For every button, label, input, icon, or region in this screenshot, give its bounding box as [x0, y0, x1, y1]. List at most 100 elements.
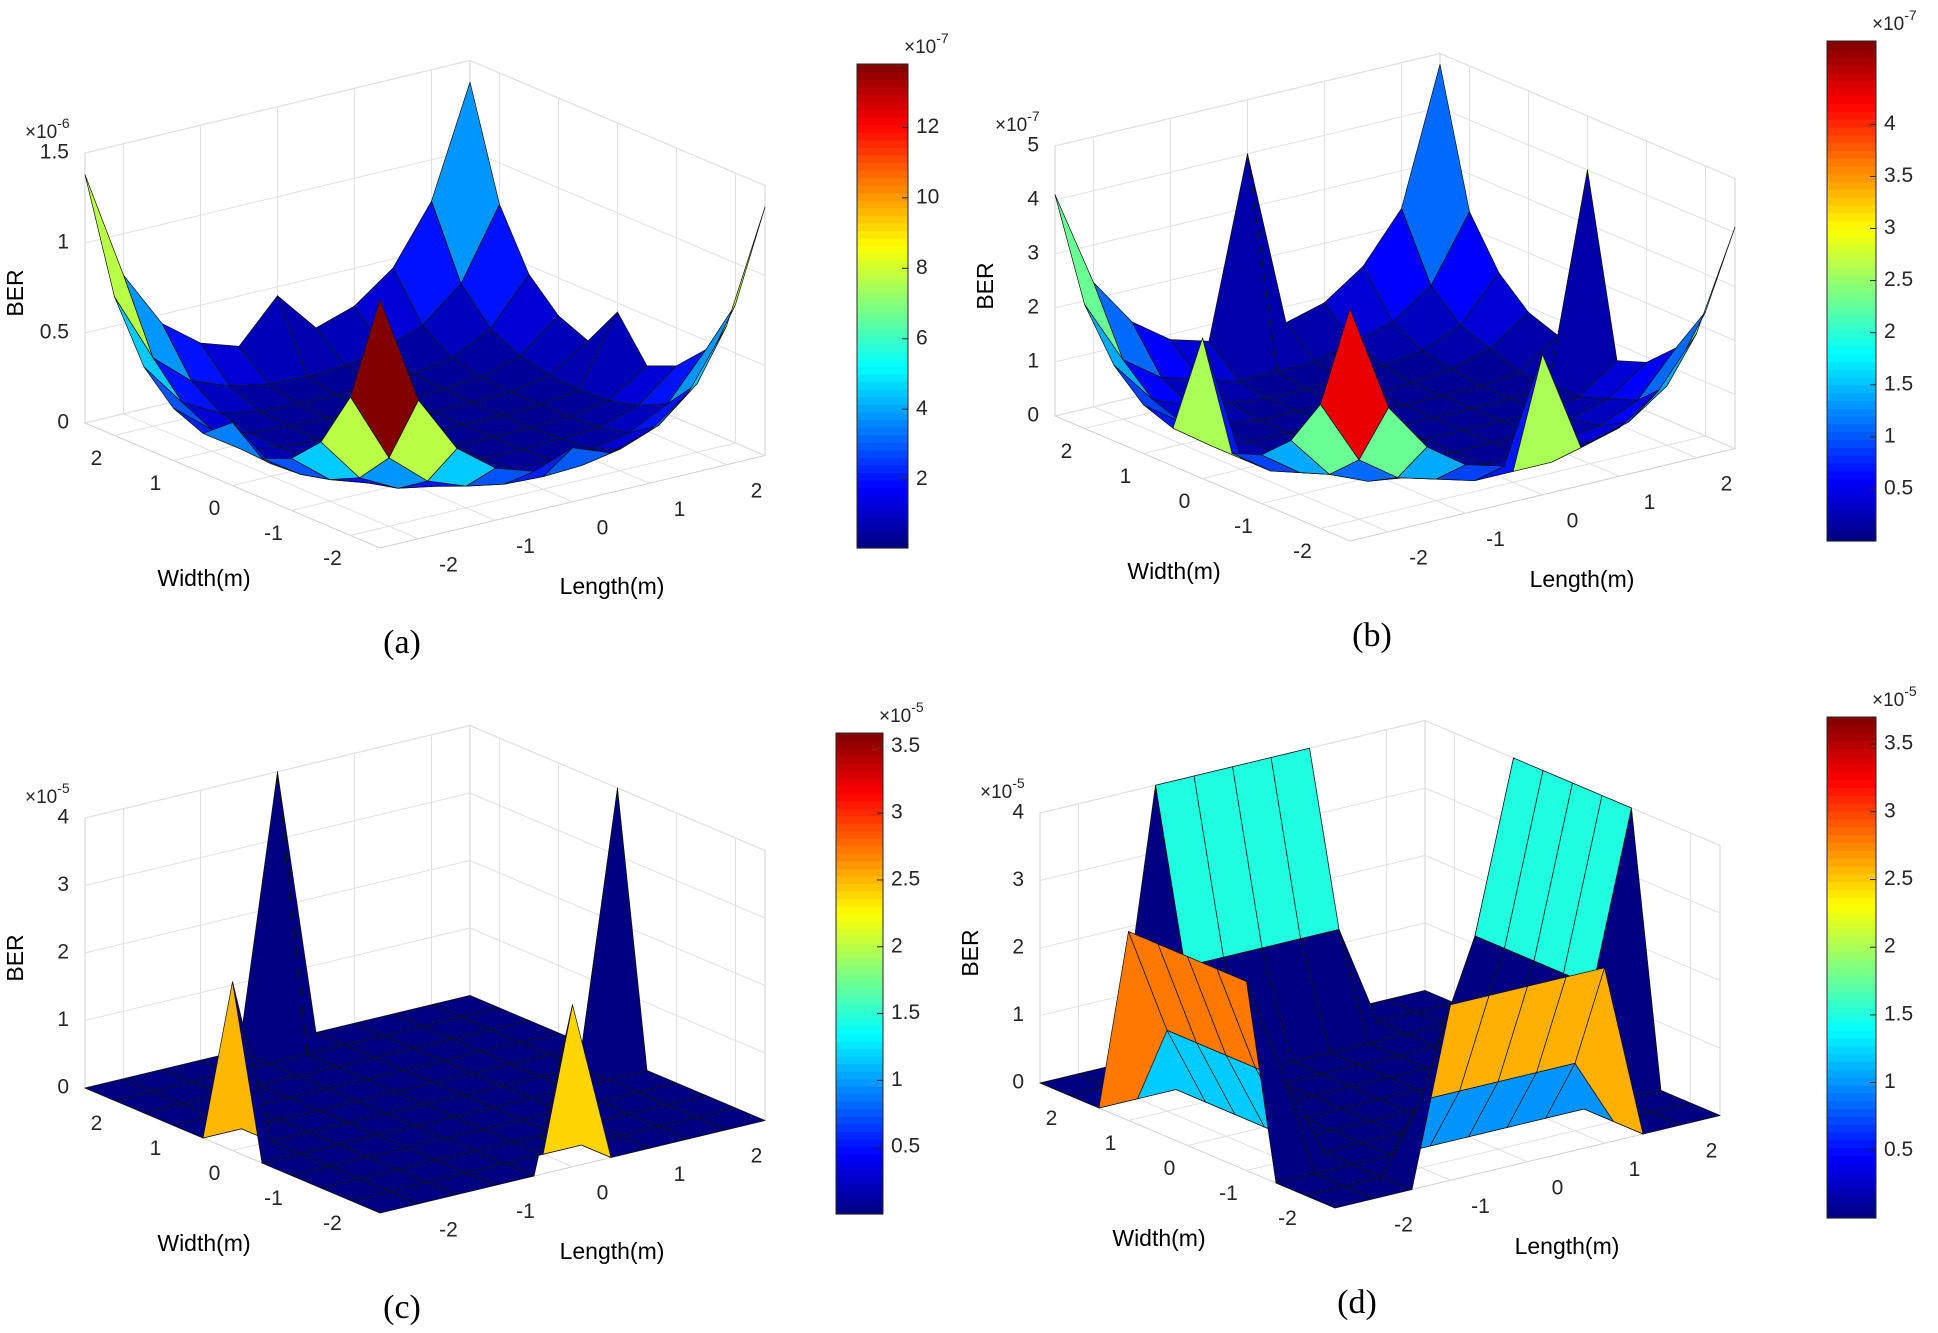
colorbar-swatch — [1827, 920, 1876, 929]
colorbar-swatch — [1827, 275, 1876, 284]
colorbar-swatch — [836, 905, 883, 914]
colorbar-swatch — [1827, 834, 1876, 843]
colorbar-swatch — [1827, 1194, 1876, 1203]
colorbar-swatch — [857, 510, 908, 519]
colorbar-swatch — [1827, 337, 1876, 347]
x-tick-label: 1 — [1629, 1158, 1641, 1181]
colorbar-swatch — [1827, 732, 1876, 742]
y-tick-label: 0 — [1179, 490, 1191, 513]
colorbar-frame — [856, 63, 909, 549]
colorbar-swatch — [1827, 936, 1876, 945]
colorbar-swatch — [836, 815, 883, 824]
surface-face — [1305, 1185, 1374, 1209]
colorbar-swatch — [836, 1153, 883, 1162]
colorbar-swatch — [1827, 119, 1876, 128]
z-tick-label: 0 — [57, 1076, 69, 1099]
y-tick-label: 1 — [150, 472, 162, 495]
colorbar-swatch — [857, 154, 908, 163]
colorbar-swatch — [1827, 283, 1876, 292]
colorbar-swatch — [836, 1003, 883, 1012]
colorbar-swatch — [857, 532, 908, 542]
z-tick-label: 0 — [1027, 404, 1039, 427]
colorbar-swatch — [1827, 244, 1876, 253]
colorbar-swatch — [1827, 517, 1876, 526]
colorbar-swatch — [1827, 181, 1876, 191]
colorbar-swatch — [857, 185, 908, 194]
colorbar-swatch — [1827, 818, 1876, 828]
x-tick-label: 2 — [1721, 472, 1733, 495]
colorbar-swatch — [836, 778, 883, 787]
colorbar-swatch — [836, 920, 883, 930]
grid-line — [350, 442, 736, 536]
colorbar-swatch — [1827, 251, 1876, 261]
colorbar-swatch — [1827, 533, 1876, 542]
colorbar-swatch — [857, 200, 908, 209]
x-tick-label: -2 — [439, 553, 458, 576]
x-axis-label: Length(m) — [1530, 566, 1635, 592]
colorbar-swatch — [857, 283, 908, 292]
multiplier-base: ×10 — [879, 706, 911, 727]
colorbar-swatch — [1827, 748, 1876, 757]
colorbar-swatch — [1827, 959, 1876, 969]
y-tick-label: 2 — [91, 1112, 103, 1135]
colorbar-swatch — [1827, 1108, 1876, 1117]
colorbar-swatch — [1827, 64, 1876, 73]
colorbar-tick-label: 3.5 — [1884, 732, 1913, 755]
z-tick-label: 0 — [57, 411, 69, 434]
colorbar-swatch — [857, 101, 908, 110]
colorbar-swatch — [1827, 1124, 1876, 1133]
colorbar-swatch — [836, 763, 883, 772]
colorbar-swatch — [1827, 501, 1876, 511]
colorbar-swatch — [836, 935, 883, 945]
multiplier: ×10-7 — [904, 30, 949, 58]
z-tick-label: 2 — [57, 941, 69, 964]
colorbar-swatch — [857, 290, 908, 300]
colorbar-swatch — [857, 366, 908, 375]
colorbar-swatch — [857, 298, 908, 307]
z-tick-label: 1.5 — [40, 141, 69, 164]
colorbar-swatch — [1827, 1022, 1876, 1031]
colorbar-swatch — [836, 770, 883, 779]
colorbar-swatch — [1827, 795, 1876, 804]
colorbar-swatch — [836, 1063, 883, 1072]
colorbar-swatch — [1827, 455, 1876, 464]
colorbar-swatch — [1827, 41, 1876, 50]
surface-face — [350, 1190, 419, 1214]
colorbar-swatch — [1827, 509, 1876, 519]
colorbar-swatch — [857, 328, 908, 337]
y-tick-label: -1 — [1219, 1182, 1238, 1205]
colorbar-swatch — [857, 487, 908, 496]
colorbar-swatch — [836, 1078, 883, 1087]
y-tick-label: 0 — [1164, 1157, 1176, 1180]
colorbar-swatch — [1827, 1069, 1876, 1078]
y-tick-label: 1 — [1105, 1132, 1117, 1155]
colorbar-swatch — [857, 351, 908, 360]
x-tick-label: 0 — [597, 516, 609, 539]
colorbar-swatch — [857, 109, 908, 118]
colorbar-swatch — [857, 253, 908, 262]
colorbar-swatch — [1827, 779, 1876, 789]
y-axis-label: Width(m) — [1112, 1225, 1205, 1251]
colorbar-swatch — [836, 988, 883, 997]
colorbar-swatch — [1827, 408, 1876, 417]
x-tick-label: 1 — [674, 1163, 686, 1186]
colorbar-swatch — [836, 913, 883, 922]
colorbar-swatch — [857, 79, 908, 88]
colorbar-swatch — [1827, 873, 1876, 882]
y-tick-label: -2 — [323, 1212, 342, 1235]
colorbar-swatch — [1827, 1210, 1876, 1219]
panel-label: (c) — [383, 1289, 421, 1326]
x-tick-label: 2 — [751, 479, 763, 502]
z-tick-label: 1 — [57, 1008, 69, 1031]
multiplier-exponent: -7 — [936, 30, 949, 46]
colorbar-swatch — [857, 230, 908, 239]
colorbar-swatch — [1827, 1077, 1876, 1086]
colorbar-swatch — [1827, 103, 1876, 112]
z-tick-label: 0.5 — [40, 321, 69, 344]
colorbar-tick-label: 4 — [1884, 112, 1896, 135]
colorbar-swatch — [857, 192, 908, 201]
colorbar-swatch — [1827, 826, 1876, 836]
colorbar-swatch — [836, 748, 883, 757]
colorbar-swatch — [1827, 205, 1876, 214]
colorbar-swatch — [1827, 330, 1876, 339]
